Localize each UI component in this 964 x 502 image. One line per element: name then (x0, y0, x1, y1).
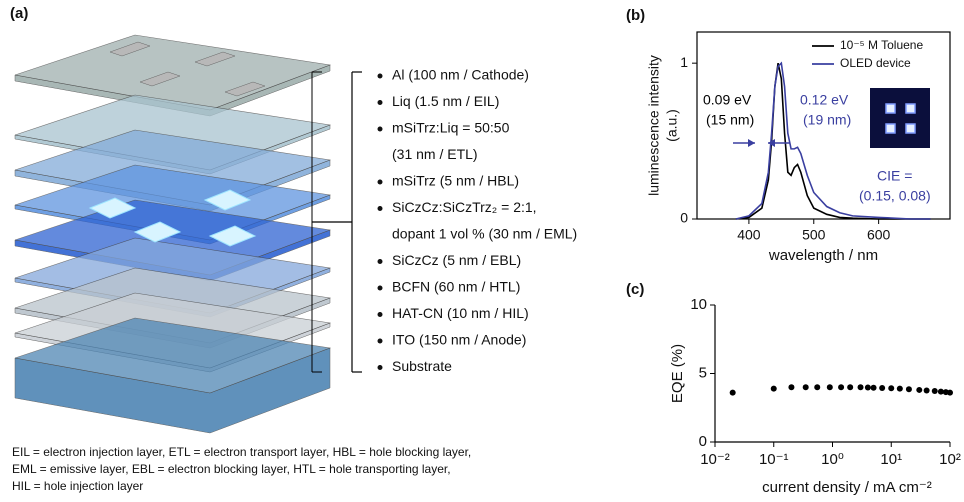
bullet (378, 259, 383, 264)
x-axis-label: wavelength / nm (768, 247, 878, 264)
bullet (378, 100, 383, 105)
data-point (814, 384, 820, 390)
y-axis-label: (a.u.) (664, 109, 680, 142)
data-point (847, 384, 853, 390)
x-tick-label: 10² (939, 451, 961, 468)
layer-label: (31 nm / ETL) (392, 146, 478, 162)
data-point (730, 390, 736, 396)
y-axis-label: luminescence intensity (646, 55, 662, 196)
footnote: EML = emissive layer, EBL = electron blo… (12, 462, 451, 476)
device-stack (15, 35, 330, 433)
layer-label: Liq (1.5 nm / EIL) (392, 93, 499, 109)
bullet (378, 74, 383, 79)
layer-label: SiCzCz (5 nm / EBL) (392, 252, 521, 268)
annotation: 0.12 eV (800, 92, 849, 108)
layer (15, 35, 330, 110)
data-point (788, 384, 794, 390)
annotation: CIE = (877, 168, 912, 184)
layer-label: HAT-CN (10 nm / HIL) (392, 305, 529, 321)
data-point (888, 385, 894, 391)
bullet (378, 206, 383, 211)
bullet (378, 339, 383, 344)
inset-pixel (906, 104, 915, 113)
bullet (378, 365, 383, 370)
bullet (378, 286, 383, 291)
data-point (916, 387, 922, 393)
y-tick-label: 5 (699, 364, 707, 381)
layer-label: dopant 1 vol % (30 nm / EML) (392, 226, 577, 242)
y-tick-label: 0 (699, 433, 707, 450)
figure: (a) Al (100 nm / Cathode) Liq (1.5 nm / E… (0, 0, 964, 502)
layer-label: Al (100 nm / Cathode) (392, 67, 529, 83)
data-point (803, 384, 809, 390)
x-tick-label: 500 (802, 227, 826, 243)
data-point (858, 384, 864, 390)
annotation: 0.09 eV (703, 92, 752, 108)
inset-pixel (886, 124, 895, 133)
bullet (378, 312, 383, 317)
layer-label: BCFN (60 nm / HTL) (392, 279, 520, 295)
bullet (378, 180, 383, 185)
data-point (865, 384, 871, 390)
legend-label: OLED device (840, 56, 911, 70)
inset-image (870, 88, 930, 148)
inset-pixel (906, 124, 915, 133)
data-point (924, 387, 930, 393)
layer-label: mSiTrz:Liq = 50:50 (392, 120, 510, 136)
footnote: HIL = hole injection layer (12, 479, 143, 493)
data-point (871, 385, 877, 391)
annotation: (0.15, 0.08) (859, 188, 931, 204)
y-tick-label: 0 (680, 210, 688, 226)
data-point (932, 388, 938, 394)
panel-label: (c) (626, 281, 644, 298)
panel-label: (a) (10, 5, 28, 22)
x-tick-label: 600 (867, 227, 891, 243)
layer-label: Substrate (392, 358, 452, 374)
arrow-head (748, 139, 755, 147)
data-point (879, 385, 885, 391)
data-point (906, 386, 912, 392)
annotation: (19 nm) (803, 112, 851, 128)
data-point (827, 384, 833, 390)
y-tick-label: 10 (690, 296, 707, 313)
panel-label: (b) (626, 7, 645, 24)
data-point (947, 390, 953, 396)
x-tick-label: 10⁰ (821, 451, 844, 468)
layer-label: SiCzCz:SiCzTrz₂ = 2:1, (392, 199, 537, 215)
data-point (771, 386, 777, 392)
x-axis-label: current density / mA cm⁻² (762, 479, 932, 496)
annotation: (15 nm) (706, 112, 754, 128)
x-tick-label: 400 (737, 227, 761, 243)
data-point (838, 384, 844, 390)
layer-label: mSiTrz (5 nm / HBL) (392, 173, 519, 189)
y-tick-label: 1 (680, 54, 688, 70)
x-tick-label: 10¹ (880, 451, 902, 468)
axes (715, 305, 950, 442)
legend-label: 10⁻⁵ M Toluene (840, 38, 923, 52)
bullet (378, 127, 383, 132)
inset-pixel (886, 104, 895, 113)
x-tick-label: 10⁻¹ (759, 451, 789, 468)
footnote: EIL = electron injection layer, ETL = el… (12, 445, 471, 459)
y-axis-label: EQE (%) (669, 344, 686, 403)
data-point (897, 386, 903, 392)
x-tick-label: 10⁻² (700, 451, 730, 468)
layer-label: ITO (150 nm / Anode) (392, 332, 526, 348)
